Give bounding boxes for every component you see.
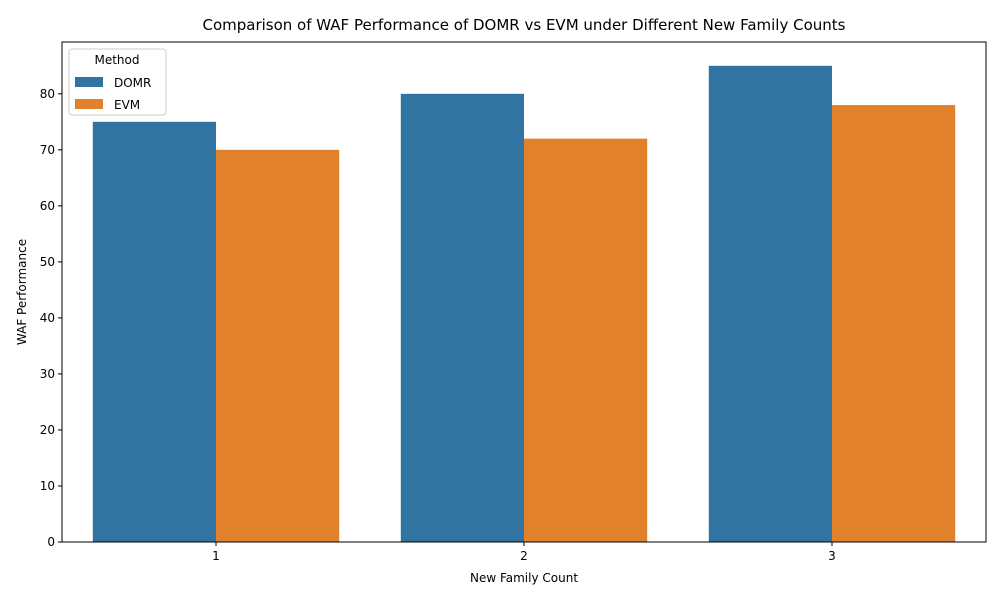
bar-domr-2 [400, 93, 524, 542]
y-tick-label: 0 [47, 535, 55, 549]
legend-items: DOMR EVM [75, 76, 151, 112]
bars-group [92, 65, 956, 543]
y-tick-label: 50 [40, 255, 55, 269]
plot-frame [61, 41, 987, 543]
bar-evm-1 [216, 149, 340, 542]
legend-swatch-domr [75, 77, 103, 87]
legend-swatch-evm [75, 99, 103, 109]
y-axis-label: WAF Performance [15, 239, 29, 345]
y-tick-label: 20 [40, 423, 55, 437]
x-tick-label: 2 [520, 549, 528, 563]
bar-domr-1 [92, 121, 216, 542]
legend-box [68, 48, 167, 116]
y-tick-label: 80 [40, 87, 55, 101]
y-axis: 0 10 20 30 40 50 60 70 80 [40, 87, 62, 549]
y-tick-label: 60 [40, 199, 55, 213]
bar-domr-3 [708, 65, 832, 543]
bar-evm-2 [524, 138, 648, 542]
y-tick-label: 30 [40, 367, 55, 381]
x-tick-label: 1 [212, 549, 220, 563]
legend-title: Method [94, 53, 139, 67]
x-axis: 1 2 3 [212, 542, 836, 563]
chart-title: Comparison of WAF Performance of DOMR vs… [202, 16, 845, 34]
y-tick-label: 70 [40, 143, 55, 157]
bar-evm-3 [832, 105, 956, 542]
y-tick-label: 10 [40, 479, 55, 493]
x-axis-label: New Family Count [470, 571, 578, 585]
legend-label-evm: EVM [114, 98, 140, 112]
y-tick-label: 40 [40, 311, 55, 325]
legend: Method DOMR EVM [68, 48, 167, 116]
legend-label-domr: DOMR [114, 76, 151, 90]
x-tick-label: 3 [828, 549, 836, 563]
